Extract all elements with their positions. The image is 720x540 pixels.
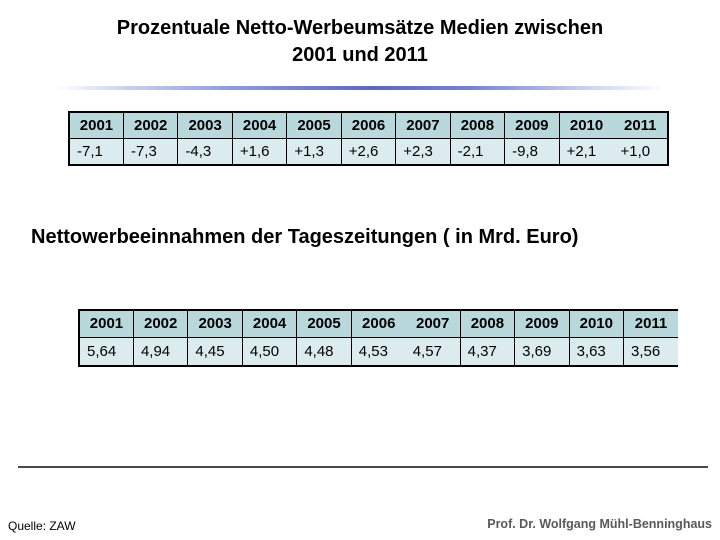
year-header-cell: 2001 <box>68 111 124 139</box>
percent-value-cell: -7,1 <box>68 137 124 166</box>
year-header-cell: 2006 <box>340 111 397 139</box>
table-value-row: 5,64 4,94 4,45 4,50 4,48 4,53 4,57 4,37 … <box>78 336 678 367</box>
revenue-value-cell: 5,64 <box>78 336 134 367</box>
year-header-cell: 2009 <box>504 111 560 139</box>
percent-value-cell: -7,3 <box>122 137 179 166</box>
page-title-line2: 2001 und 2011 <box>292 44 428 66</box>
percent-value-cell: -4,3 <box>177 137 233 166</box>
author-label: Prof. Dr. Wolfgang Mühl-Benninghaus <box>487 517 712 531</box>
year-header-cell: 2007 <box>395 111 451 139</box>
source-label: Quelle: ZAW <box>8 519 76 533</box>
revenue-value-cell: 4,53 <box>350 336 406 367</box>
title-divider-line <box>55 86 667 90</box>
revenue-value-cell: 3,69 <box>514 336 570 367</box>
year-header-cell: 2004 <box>231 111 288 139</box>
year-header-cell: 2006 <box>350 309 406 338</box>
revenue-value-cell: 4,94 <box>132 336 189 367</box>
percent-value-cell: +2,1 <box>558 137 614 166</box>
table-value-row: -7,1 -7,3 -4,3 +1,6 +1,3 +2,6 +2,3 -2,1 … <box>68 137 669 166</box>
year-header-cell: 2003 <box>177 111 233 139</box>
section-subtitle: Nettowerbeeinnahmen der Tageszeitungen (… <box>31 226 579 248</box>
year-header-cell: 2002 <box>132 309 189 338</box>
percent-value-cell: +1,0 <box>613 137 669 166</box>
year-header-cell: 2005 <box>286 111 342 139</box>
table-header-row: 2001 2002 2003 2004 2005 2006 2007 2008 … <box>78 309 678 338</box>
year-header-cell: 2010 <box>558 111 614 139</box>
revenue-value-cell: 3,56 <box>623 336 678 367</box>
footer-divider-line <box>18 466 708 468</box>
year-header-cell: 2011 <box>613 111 669 139</box>
percent-value-cell: +2,3 <box>395 137 451 166</box>
year-header-cell: 2002 <box>122 111 179 139</box>
revenue-value-cell: 4,57 <box>405 336 461 367</box>
newspaper-revenue-table: 2001 2002 2003 2004 2005 2006 2007 2008 … <box>78 309 678 367</box>
table-header-row: 2001 2002 2003 2004 2005 2006 2007 2008 … <box>68 111 669 139</box>
revenue-value-cell: 4,50 <box>241 336 298 367</box>
year-header-cell: 2003 <box>187 309 243 338</box>
year-header-cell: 2011 <box>623 309 678 338</box>
revenue-value-cell: 4,37 <box>459 336 516 367</box>
percent-value-cell: -9,8 <box>504 137 560 166</box>
year-header-cell: 2008 <box>449 111 506 139</box>
media-percent-change-table: 2001 2002 2003 2004 2005 2006 2007 2008 … <box>68 111 669 166</box>
percent-value-cell: +1,3 <box>286 137 342 166</box>
year-header-cell: 2008 <box>459 309 516 338</box>
year-header-cell: 2009 <box>514 309 570 338</box>
year-header-cell: 2010 <box>568 309 625 338</box>
revenue-value-cell: 4,48 <box>296 336 352 367</box>
year-header-cell: 2001 <box>78 309 134 338</box>
year-header-cell: 2004 <box>241 309 298 338</box>
percent-value-cell: -2,1 <box>449 137 506 166</box>
percent-value-cell: +1,6 <box>231 137 288 166</box>
revenue-value-cell: 3,63 <box>568 336 625 367</box>
revenue-value-cell: 4,45 <box>187 336 243 367</box>
year-header-cell: 2007 <box>405 309 461 338</box>
percent-value-cell: +2,6 <box>340 137 397 166</box>
page-title-line1: Prozentuale Netto-Werbeumsätze Medien zw… <box>116 17 604 39</box>
year-header-cell: 2005 <box>296 309 352 338</box>
page-title: Prozentuale Netto-Werbeumsätze Medien zw… <box>0 15 720 69</box>
